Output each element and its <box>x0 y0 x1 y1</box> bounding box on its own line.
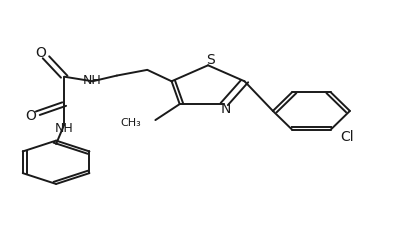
Text: N: N <box>221 102 231 116</box>
Text: S: S <box>206 53 215 67</box>
Text: CH₃: CH₃ <box>120 119 141 128</box>
Text: NH: NH <box>55 122 73 134</box>
Text: Cl: Cl <box>340 130 354 143</box>
Text: NH: NH <box>83 74 102 87</box>
Text: O: O <box>35 46 47 60</box>
Text: O: O <box>25 109 36 123</box>
